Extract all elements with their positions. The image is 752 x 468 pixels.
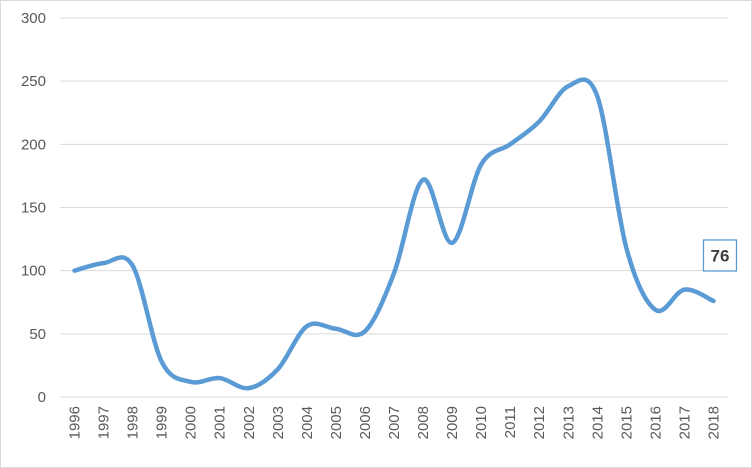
data-point [362, 329, 367, 334]
data-point [304, 324, 309, 329]
series-line [72, 77, 716, 391]
data-point [217, 376, 222, 381]
data-point [682, 287, 687, 292]
x-tick-label: 2004 [299, 406, 316, 439]
data-label-value: 76 [711, 246, 730, 265]
data-point [421, 177, 426, 182]
x-tick-label: 2008 [415, 406, 432, 439]
data-point [188, 379, 193, 384]
x-tick-label: 2015 [618, 406, 635, 439]
x-tick-label: 2007 [386, 406, 403, 439]
x-tick-label: 2016 [647, 406, 664, 439]
y-tick-label: 250 [21, 73, 46, 90]
data-point [624, 245, 629, 250]
x-tick-label: 2005 [328, 406, 345, 439]
data-point [595, 94, 600, 99]
data-label-box [702, 239, 738, 272]
x-tick-label: 2003 [270, 406, 287, 439]
x-tick-label: 2013 [560, 406, 577, 439]
y-tick-label: 150 [21, 200, 46, 217]
y-tick-label: 100 [21, 263, 46, 280]
data-point [711, 298, 716, 303]
x-tick-label: 2012 [531, 406, 548, 439]
data-point [101, 261, 106, 266]
data-point [275, 367, 280, 372]
data-point [130, 263, 135, 268]
x-tick-label: 2017 [676, 406, 693, 439]
x-tick-label: 1998 [125, 406, 142, 439]
x-tick-label: 2014 [589, 406, 606, 439]
x-tick-label: 1996 [67, 406, 84, 439]
gridlines [60, 17, 728, 398]
x-tick-label: 1997 [96, 406, 113, 439]
y-tick-label: 300 [21, 10, 46, 27]
data-point [392, 271, 397, 276]
data-point [537, 119, 542, 124]
data-point [508, 142, 513, 147]
x-tick-label: 2001 [212, 406, 229, 439]
x-tick-label: 1999 [154, 406, 171, 439]
data-point [72, 268, 77, 273]
data-point [450, 240, 455, 245]
x-tick-label: 2010 [473, 406, 490, 439]
x-tick-label: 2002 [241, 406, 258, 439]
data-point [653, 307, 658, 312]
data-point [159, 359, 164, 364]
y-tick-label: 200 [21, 136, 46, 153]
y-axis: 0 50 100 150 200 250 300 [21, 10, 46, 406]
data-point [566, 84, 571, 89]
data-point [246, 386, 251, 391]
x-axis: 1996 1997 1998 1999 2000 2001 2002 2003 2004 2005… [67, 406, 723, 439]
data-point [333, 326, 338, 331]
y-tick-label: 50 [29, 326, 46, 343]
x-tick-label: 2000 [183, 406, 200, 439]
x-tick-label: 2011 [502, 406, 519, 438]
data-points [72, 84, 716, 391]
x-tick-label: 2006 [357, 406, 374, 439]
x-tick-label: 2009 [444, 406, 461, 439]
y-tick-label: 0 [38, 389, 46, 406]
data-label: 76 [702, 239, 738, 272]
x-tick-label: 2018 [705, 406, 722, 439]
data-point [479, 162, 484, 167]
